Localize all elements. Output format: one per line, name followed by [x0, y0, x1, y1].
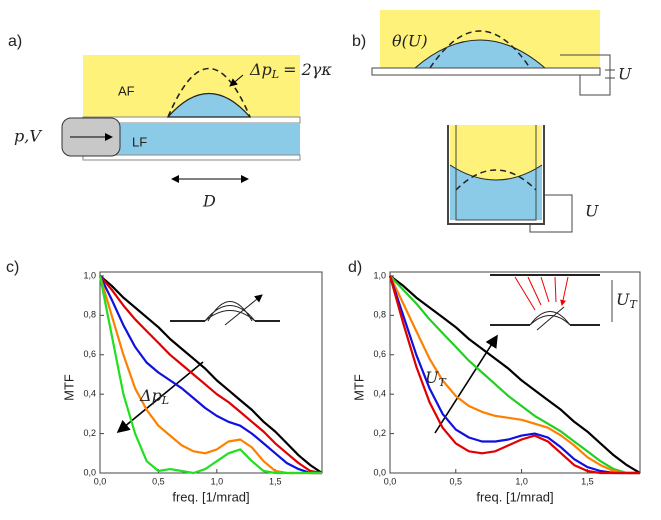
x-tick-label: 0,0 [94, 476, 107, 486]
series-line [389, 275, 641, 474]
annotation: T [438, 376, 447, 389]
label: U [618, 65, 632, 84]
annotation: ΔpL [139, 386, 169, 408]
y-tick-label: 0,8 [373, 310, 386, 320]
bottom-plate [82, 154, 301, 161]
x-tick-label: 1,0 [211, 476, 224, 486]
y-tick-label: 0,4 [83, 389, 96, 399]
label: L [271, 68, 279, 81]
label: Δp [249, 60, 272, 79]
y-tick-label: 0,8 [83, 310, 96, 320]
plot-frame [389, 271, 641, 474]
label: ΔpL = 2γκ [249, 60, 332, 82]
y-axis-title: MTF [61, 374, 76, 401]
series-line [99, 275, 323, 475]
meniscus [449, 164, 543, 181]
series-line [98, 275, 322, 475]
y-tick-label: 0,0 [373, 467, 386, 477]
x-tick-label: 1,0 [515, 476, 528, 486]
x-tick-label: 0,5 [152, 476, 165, 486]
arrow [229, 74, 244, 87]
annotation: T [629, 298, 638, 311]
series-line [99, 275, 322, 475]
annotation: UT [616, 290, 638, 312]
label: p,V [14, 127, 42, 146]
wire [529, 194, 573, 233]
label: U [585, 202, 599, 221]
dashed-meniscus [455, 169, 537, 191]
x-axis-title: freq. [1/mrad] [476, 489, 553, 504]
y-tick-label: 0,6 [373, 349, 386, 359]
series-line [99, 275, 323, 474]
panel-label: c) [6, 259, 19, 276]
y-tick-label: 0,0 [83, 467, 96, 477]
x-tick-label: 1,5 [581, 476, 594, 486]
cuvette [455, 125, 537, 221]
y-tick-label: 0,4 [373, 389, 386, 399]
y-tick-label: 0,2 [83, 428, 96, 438]
annotation: L [161, 394, 169, 407]
inset-c [170, 294, 280, 326]
y-tick-label: 0,6 [83, 349, 96, 359]
diagram-a: a) AF LF p,V ΔpL = 2γκ D [8, 33, 332, 210]
annotation: UT [425, 368, 447, 390]
x-tick-label: 1,5 [269, 476, 282, 486]
x-tick-label: 0,0 [384, 476, 397, 486]
label: AF [118, 83, 135, 98]
cuvette-oil [450, 125, 542, 180]
label: LF [132, 134, 147, 149]
wire [560, 54, 611, 96]
y-tick-label: 0,2 [373, 428, 386, 438]
panel-label: b) [352, 33, 366, 50]
annotation: Δp [139, 386, 162, 405]
y-axis-title: MTF [351, 374, 366, 401]
inset-d [490, 274, 613, 331]
cuvette [447, 125, 545, 225]
panel-label: a) [8, 33, 22, 50]
plate [371, 67, 601, 76]
label: D [202, 192, 216, 211]
y-tick-label: 1,0 [83, 270, 96, 280]
panel-label: d) [348, 259, 362, 276]
dashed-bump [167, 67, 251, 118]
series-line [388, 275, 640, 475]
series-line [388, 275, 640, 475]
annotation: U [616, 290, 630, 309]
diagram-b: b) θ(U) U U [352, 10, 632, 233]
dashed-droplet [429, 30, 531, 69]
series-line [389, 275, 640, 475]
y-tick-label: 1,0 [373, 270, 386, 280]
annotation: U [425, 368, 439, 387]
bump [166, 93, 252, 118]
plot-frame [99, 271, 323, 474]
x-tick-label: 0,5 [450, 476, 463, 486]
x-axis-title: freq. [1/mrad] [172, 489, 249, 504]
series-line [389, 275, 640, 475]
label: θ(U) [392, 32, 428, 51]
label: = 2γκ [283, 60, 332, 79]
